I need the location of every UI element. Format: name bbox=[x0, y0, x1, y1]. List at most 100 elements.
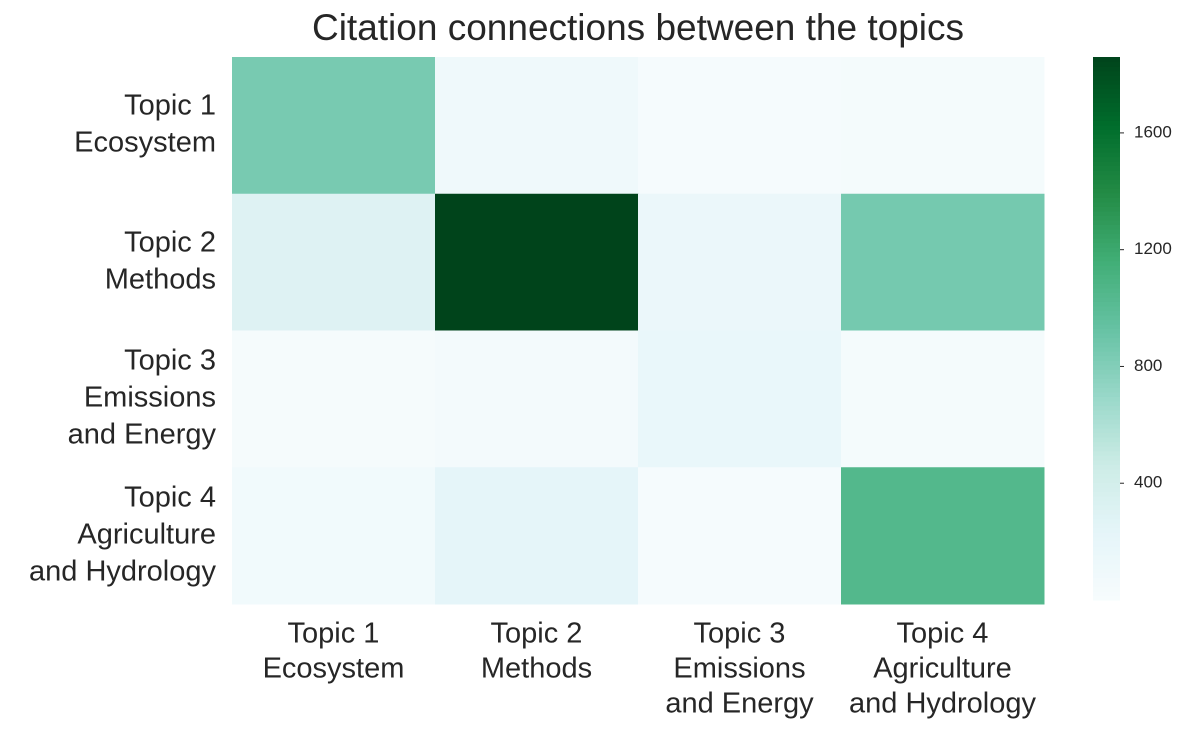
colorbar-segment bbox=[1093, 545, 1120, 551]
x-tick-label: and Energy bbox=[665, 688, 814, 720]
colorbar-segment bbox=[1093, 120, 1120, 126]
colorbar-segment bbox=[1093, 256, 1120, 262]
colorbar-segment bbox=[1093, 192, 1120, 198]
colorbar-segment bbox=[1093, 57, 1120, 63]
y-tick-label: Ecosystem bbox=[74, 127, 216, 159]
y-tick-label: Agriculture bbox=[77, 518, 216, 550]
colorbar-segment bbox=[1093, 414, 1120, 420]
colorbar-segment bbox=[1093, 197, 1120, 203]
heatmap-cell bbox=[841, 57, 1045, 195]
colorbar-segment bbox=[1093, 396, 1120, 402]
colorbar-segment bbox=[1093, 541, 1120, 547]
colorbar-segment bbox=[1093, 369, 1120, 375]
colorbar-segment bbox=[1093, 228, 1120, 235]
colorbar-segment bbox=[1093, 446, 1120, 452]
colorbar-segment bbox=[1093, 265, 1120, 271]
colorbar-segment bbox=[1093, 79, 1120, 85]
heatmap-cell bbox=[435, 467, 639, 605]
colorbar-segment bbox=[1093, 590, 1120, 597]
colorbar-segment bbox=[1093, 495, 1120, 502]
x-tick-label: Emissions bbox=[673, 653, 805, 685]
colorbar-segment bbox=[1093, 314, 1120, 321]
colorbar-segment bbox=[1093, 75, 1120, 81]
colorbar-segment bbox=[1093, 400, 1120, 407]
colorbar-segment bbox=[1093, 138, 1120, 144]
x-tick-label: Topic 4 bbox=[897, 618, 989, 650]
heatmap-cell bbox=[232, 193, 436, 331]
colorbar-segment bbox=[1093, 188, 1120, 194]
colorbar-segment bbox=[1093, 323, 1120, 330]
x-tick-label: Ecosystem bbox=[263, 653, 405, 685]
colorbar-segment bbox=[1093, 559, 1120, 565]
colorbar-segment bbox=[1093, 247, 1120, 253]
colorbar-segment bbox=[1093, 459, 1120, 465]
colorbar-segment bbox=[1093, 455, 1120, 461]
colorbar-segment bbox=[1093, 283, 1120, 289]
colorbar-segment bbox=[1093, 491, 1120, 497]
heatmap-cell bbox=[232, 57, 436, 195]
heatmap-cell bbox=[638, 193, 842, 331]
heatmap-cell bbox=[841, 193, 1045, 331]
colorbar-segment bbox=[1093, 183, 1120, 189]
colorbar-segment bbox=[1093, 219, 1120, 226]
colorbar-segment bbox=[1093, 441, 1120, 447]
colorbar-segment bbox=[1093, 333, 1120, 339]
colorbar-segment bbox=[1093, 274, 1120, 280]
colorbar-segment bbox=[1093, 215, 1120, 221]
colorbar-segment bbox=[1093, 378, 1120, 384]
colorbar-segment bbox=[1093, 419, 1120, 425]
colorbar-segment bbox=[1093, 111, 1120, 117]
colorbar-segment bbox=[1093, 97, 1120, 103]
colorbar-segment bbox=[1093, 554, 1120, 560]
colorbar-segment bbox=[1093, 568, 1120, 574]
colorbar-segment bbox=[1093, 432, 1120, 438]
colorbar-segment bbox=[1093, 206, 1120, 212]
colorbar-tick-label: 800 bbox=[1134, 356, 1162, 375]
x-tick-label: and Hydrology bbox=[849, 688, 1036, 720]
heatmap-cell bbox=[638, 330, 842, 468]
colorbar-segment bbox=[1093, 174, 1120, 180]
heatmap-cell bbox=[232, 467, 436, 605]
colorbar-segment bbox=[1093, 201, 1120, 207]
heatmap-cell bbox=[638, 57, 842, 195]
colorbar-segment bbox=[1093, 319, 1120, 325]
colorbar-segment bbox=[1093, 523, 1120, 529]
colorbar-segment bbox=[1093, 84, 1120, 90]
colorbar-segment bbox=[1093, 595, 1120, 601]
colorbar-segment bbox=[1093, 360, 1120, 366]
colorbar-segment bbox=[1093, 477, 1120, 483]
heatmap-cell bbox=[841, 330, 1045, 468]
colorbar-segment bbox=[1093, 124, 1120, 130]
colorbar-segment bbox=[1093, 527, 1120, 533]
colorbar-tick-label: 400 bbox=[1134, 473, 1162, 492]
colorbar-segment bbox=[1093, 179, 1120, 185]
colorbar-segment bbox=[1093, 296, 1120, 302]
colorbar-segment bbox=[1093, 165, 1120, 171]
colorbar-segment bbox=[1093, 346, 1120, 352]
colorbar-segment bbox=[1093, 147, 1120, 153]
colorbar-segment bbox=[1093, 577, 1120, 583]
colorbar-segment bbox=[1093, 409, 1120, 416]
colorbar-segment bbox=[1093, 518, 1120, 524]
colorbar-segment bbox=[1093, 170, 1120, 176]
x-tick-label: Topic 1 bbox=[288, 618, 380, 650]
heatmap-cell bbox=[435, 193, 639, 331]
colorbar-segment bbox=[1093, 142, 1120, 149]
colorbar-segment bbox=[1093, 242, 1120, 248]
colorbar-segment bbox=[1093, 233, 1120, 239]
colorbar-segment bbox=[1093, 450, 1120, 456]
colorbar-segment bbox=[1093, 260, 1120, 266]
y-tick-label: Topic 4 bbox=[124, 481, 216, 513]
y-tick-label: Topic 1 bbox=[124, 90, 216, 122]
colorbar-segment bbox=[1093, 572, 1120, 578]
colorbar-segment bbox=[1093, 563, 1120, 569]
colorbar-segment bbox=[1093, 161, 1120, 167]
heatmap-cell bbox=[232, 330, 436, 468]
colorbar-segment bbox=[1093, 382, 1120, 388]
colorbar-segment bbox=[1093, 405, 1120, 411]
colorbar-segment bbox=[1093, 310, 1120, 316]
colorbar-segment bbox=[1093, 278, 1120, 284]
colorbar-segment bbox=[1093, 391, 1120, 397]
colorbar-segment bbox=[1093, 328, 1120, 334]
